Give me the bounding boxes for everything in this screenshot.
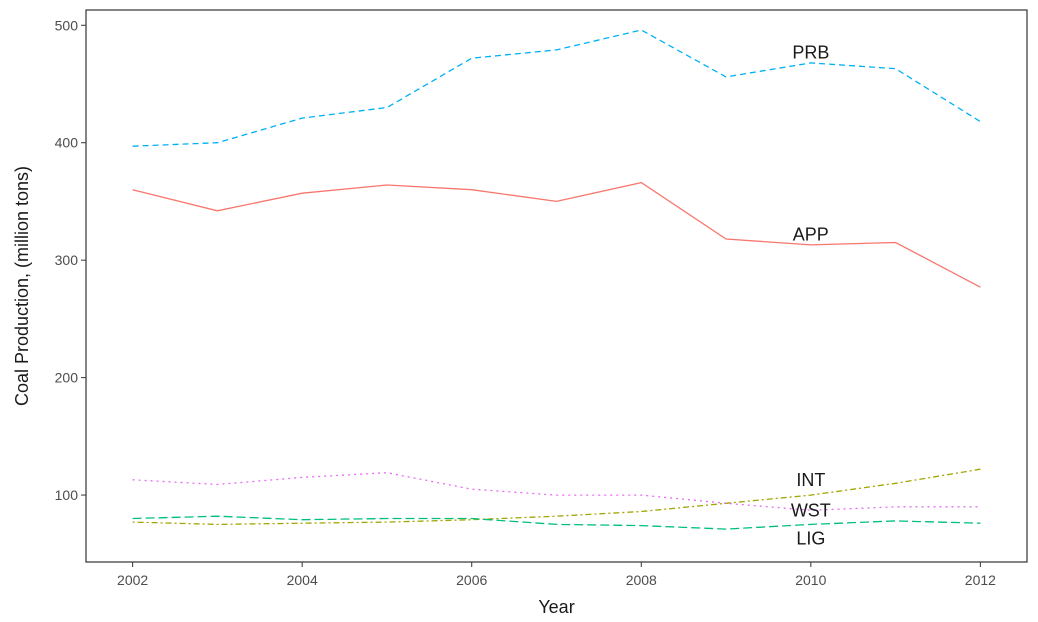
x-axis-title: Year [538,597,574,617]
y-tick-label: 400 [55,135,79,151]
y-tick-label: 100 [55,487,79,503]
y-tick-label: 200 [55,370,79,386]
y-tick-label: 300 [55,252,79,268]
series-label-app: APP [793,224,829,244]
series-line-prb [132,29,981,147]
plot-panel-border [85,9,1028,563]
x-tick-label: 2010 [795,572,826,588]
series-label-int: INT [796,470,825,490]
series-label-prb: PRB [792,42,829,62]
plot-area: PRB APP INT WST LIG [132,29,981,549]
axes: 2002 2004 2006 2008 2010 2012 100 200 300 400 500 [55,17,997,588]
x-tick-label: 2002 [117,572,148,588]
series-line-lig [132,515,981,530]
x-tick-label: 2012 [965,572,996,588]
series-line-wst [132,472,981,511]
y-axis-title: Coal Production, (million tons) [12,166,32,406]
series-line-int [132,468,981,526]
series-label-wst: WST [791,500,831,520]
x-tick-label: 2006 [456,572,487,588]
x-tick-label: 2008 [626,572,657,588]
series-line-app [132,181,981,288]
x-tick-label: 2004 [287,572,318,588]
series-label-lig: LIG [796,529,825,549]
y-tick-label: 500 [55,17,79,33]
